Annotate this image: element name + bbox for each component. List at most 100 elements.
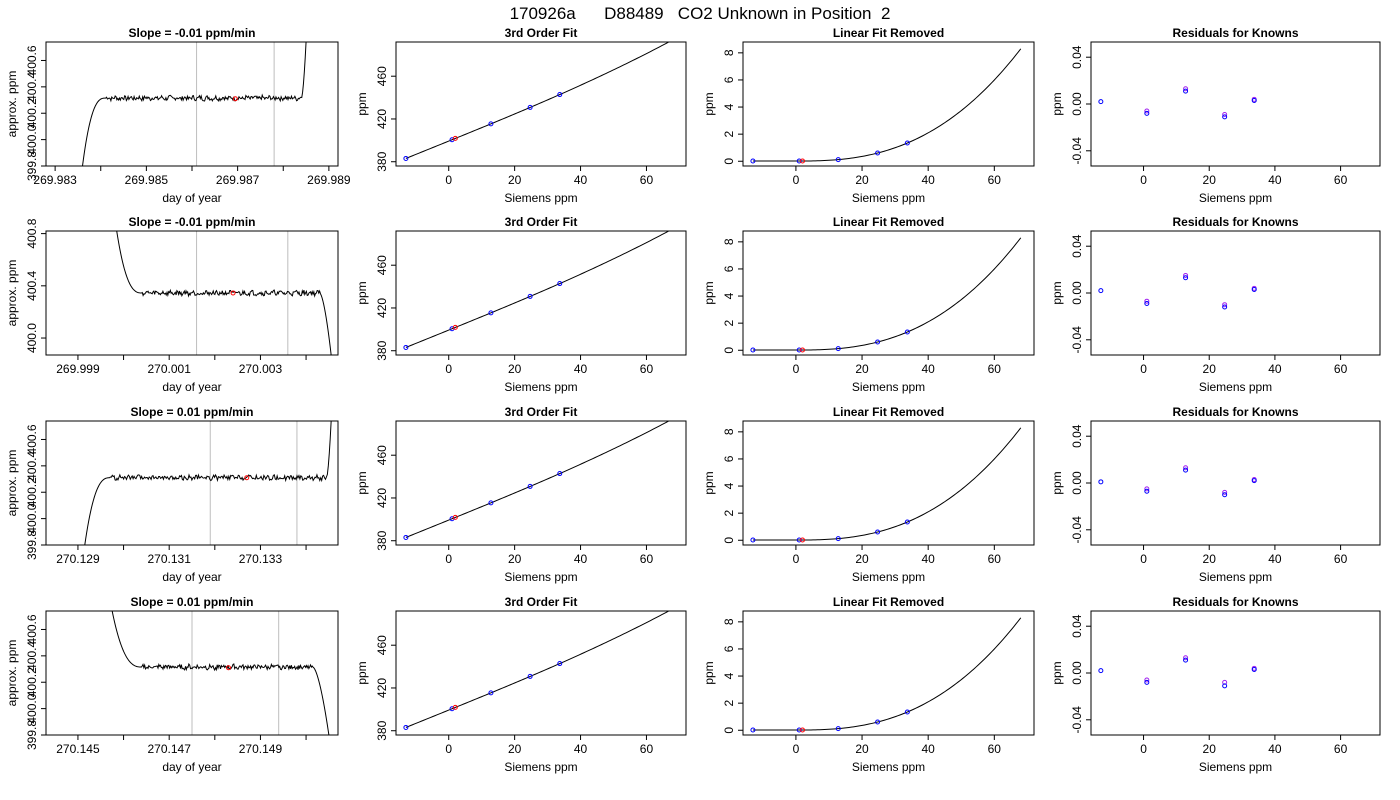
x-tick-label: 20 bbox=[508, 552, 522, 566]
x-tick-label: 270.149 bbox=[239, 742, 283, 756]
panel-title: 3rd Order Fit bbox=[505, 405, 578, 419]
y-tick-label: 6 bbox=[722, 645, 736, 652]
plot-frame bbox=[45, 230, 339, 356]
panel-title: Slope = -0.01 ppm/min bbox=[128, 26, 255, 40]
x-tick-label: 40 bbox=[574, 552, 588, 566]
panel-r1c4: Residuals for Knowns 0 20 40 60 -0.04 0.00 0.04… bbox=[1050, 26, 1381, 205]
x-axis-label: Siemens ppm bbox=[852, 760, 925, 774]
y-tick-label: 400.4 bbox=[25, 641, 39, 671]
known-point bbox=[527, 104, 533, 110]
x-tick-label: 60 bbox=[988, 742, 1002, 756]
x-axis-label: Siemens ppm bbox=[1199, 191, 1272, 205]
unknown-point bbox=[452, 704, 458, 710]
y-tick-label: 399.8 bbox=[25, 720, 39, 750]
x-tick-label: 270.147 bbox=[147, 742, 191, 756]
x-axis-label: Siemens ppm bbox=[1199, 570, 1272, 584]
known-point bbox=[904, 140, 910, 146]
unknown-point bbox=[452, 135, 458, 141]
plot-frame bbox=[395, 420, 687, 546]
y-tick-label: 400.6 bbox=[25, 45, 39, 75]
residual-point bbox=[1144, 298, 1150, 304]
fit-curve bbox=[405, 42, 670, 159]
y-axis-label: approx. ppm bbox=[5, 640, 19, 707]
residual-point bbox=[1222, 302, 1228, 308]
fit-curve bbox=[752, 427, 1022, 541]
x-tick-label: 40 bbox=[922, 362, 936, 376]
residual-point bbox=[1144, 110, 1150, 116]
known-point bbox=[904, 329, 910, 335]
y-tick-label: 0 bbox=[722, 158, 736, 165]
y-tick-label: 400.2 bbox=[25, 667, 39, 697]
x-tick-label: 40 bbox=[922, 552, 936, 566]
y-tick-label: -0.04 bbox=[1070, 706, 1084, 734]
plot-area bbox=[84, 421, 332, 545]
y-tick-label: 400.0 bbox=[25, 503, 39, 533]
y-tick-label: 400.2 bbox=[25, 98, 39, 128]
y-tick-label: 2 bbox=[722, 509, 736, 516]
x-tick-label: 270.001 bbox=[147, 362, 191, 376]
y-tick-label: 420 bbox=[375, 109, 389, 129]
y-tick-label: 460 bbox=[375, 635, 389, 655]
plot-frame bbox=[742, 230, 1035, 356]
y-axis-label: approx. ppm bbox=[5, 71, 19, 138]
residual-point bbox=[1144, 301, 1150, 307]
plot-area bbox=[111, 611, 330, 735]
y-tick-label: 6 bbox=[722, 76, 736, 83]
sample-marker bbox=[230, 290, 236, 296]
y-axis-label: ppm bbox=[1050, 92, 1064, 115]
data-trace bbox=[84, 421, 332, 545]
y-tick-label: 8 bbox=[722, 238, 736, 245]
data-trace bbox=[116, 231, 332, 355]
y-tick-label: 400.4 bbox=[25, 451, 39, 481]
panel-r4c4: Residuals for Knowns 0 20 40 60 -0.04 0.00 0.04… bbox=[1050, 595, 1381, 774]
plot-area bbox=[1098, 655, 1257, 689]
known-point bbox=[557, 471, 563, 477]
y-axis-label: ppm bbox=[702, 92, 716, 115]
data-trace bbox=[82, 42, 307, 166]
known-point bbox=[488, 310, 494, 316]
known-point bbox=[403, 534, 409, 540]
unknown-point bbox=[800, 727, 806, 733]
y-tick-label: 0.00 bbox=[1070, 281, 1084, 305]
y-tick-label: 380 bbox=[375, 151, 389, 171]
panel-r4c2: 3rd Order Fit 0 20 40 60 380 420 460 Siemens ppm… bbox=[355, 595, 687, 774]
residual-point bbox=[1183, 275, 1189, 281]
y-axis-label: ppm bbox=[1050, 661, 1064, 684]
residual-point bbox=[1144, 486, 1150, 492]
known-point bbox=[875, 150, 881, 156]
residual-point bbox=[1144, 677, 1150, 683]
y-tick-label: -0.04 bbox=[1070, 326, 1084, 354]
panel-r3c2: 3rd Order Fit 0 20 40 60 380 420 460 Siemens ppm… bbox=[355, 405, 687, 584]
unknown-point bbox=[800, 347, 806, 353]
fit-curve bbox=[752, 617, 1022, 731]
y-tick-label: 399.8 bbox=[25, 530, 39, 560]
known-point bbox=[835, 346, 841, 352]
known-point bbox=[403, 724, 409, 730]
plot-area bbox=[750, 617, 1022, 733]
panel-r2c4: Residuals for Knowns 0 20 40 60 -0.04 0.00 0.04… bbox=[1050, 215, 1381, 394]
panel-title: Slope = 0.01 ppm/min bbox=[130, 405, 253, 419]
x-tick-label: 270.133 bbox=[239, 552, 283, 566]
x-axis-label: Siemens ppm bbox=[1199, 380, 1272, 394]
y-axis-label: ppm bbox=[355, 471, 369, 494]
x-tick-label: 0 bbox=[445, 552, 452, 566]
panel-title: Linear Fit Removed bbox=[833, 405, 944, 419]
residual-point bbox=[1098, 288, 1104, 294]
panel-r1c2: 3rd Order Fit 0 20 40 60 380 420 460 Siemens ppm… bbox=[355, 26, 687, 205]
x-tick-label: 40 bbox=[574, 173, 588, 187]
x-tick-label: 269.985 bbox=[125, 173, 169, 187]
x-tick-label: 0 bbox=[1140, 742, 1147, 756]
y-tick-label: 420 bbox=[375, 298, 389, 318]
y-axis-label: approx. ppm bbox=[5, 260, 19, 327]
known-point bbox=[796, 537, 802, 543]
panel-title: Residuals for Knowns bbox=[1172, 26, 1298, 40]
known-point bbox=[750, 347, 756, 353]
plot-frame bbox=[742, 420, 1035, 546]
residual-point bbox=[1251, 286, 1257, 292]
residual-point bbox=[1183, 655, 1189, 661]
plot-frame bbox=[45, 610, 339, 736]
panel-title: Residuals for Knowns bbox=[1172, 215, 1298, 229]
x-axis-label: Siemens ppm bbox=[852, 191, 925, 205]
x-tick-label: 60 bbox=[640, 173, 654, 187]
